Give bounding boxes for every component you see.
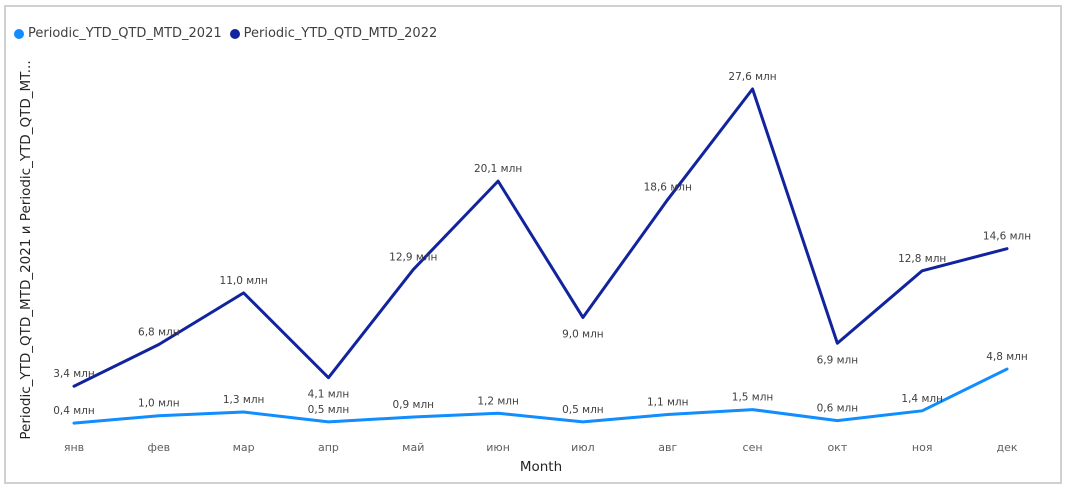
data-label: 1,5 млн: [732, 392, 774, 404]
data-label: 6,9 млн: [817, 354, 859, 366]
data-point[interactable]: [750, 407, 756, 413]
x-tick-label: ноя: [912, 441, 933, 454]
x-axis-title: Month: [520, 459, 562, 475]
x-tick-label: сен: [743, 441, 763, 454]
data-labels: 0,4 млн 1,0 млн 1,3 млн 0,5 млн 0,9 млн 1,2 м…: [53, 71, 1031, 417]
data-label: 11,0 млн: [220, 275, 268, 287]
legend-label-2021: Periodic_YTD_QTD_MTD_2021: [28, 26, 222, 41]
x-axis: янв фев мар апр май июн июл авг сен окт ноя дек: [64, 441, 1018, 454]
data-point[interactable]: [241, 290, 247, 296]
data-point[interactable]: [665, 197, 671, 203]
x-tick-label: окт: [827, 441, 847, 454]
data-label: 1,0 млн: [138, 398, 180, 410]
data-point[interactable]: [580, 314, 586, 320]
x-tick-label: июл: [571, 441, 594, 454]
data-label: 0,4 млн: [53, 405, 95, 417]
data-point[interactable]: [919, 408, 925, 414]
data-point[interactable]: [241, 409, 247, 415]
legend-label-2022: Periodic_YTD_QTD_MTD_2022: [243, 26, 438, 41]
data-label: 6,8 млн: [138, 326, 180, 338]
legend-item-2021[interactable]: Periodic_YTD_QTD_MTD_2021: [14, 26, 222, 41]
x-tick-label: мар: [233, 441, 255, 454]
data-point[interactable]: [71, 420, 77, 426]
data-point[interactable]: [410, 267, 416, 273]
x-tick-label: июн: [486, 441, 510, 454]
legend-marker-2021: [14, 28, 24, 39]
data-label: 4,8 млн: [986, 351, 1028, 363]
x-tick-label: дек: [996, 441, 1017, 454]
series-layer: [71, 86, 1010, 426]
data-label: 1,2 млн: [477, 395, 519, 407]
y-axis-title: Periodic_YTD_QTD_MTD_2021 и Periodic_YTD…: [18, 60, 34, 439]
data-label: 12,9 млн: [389, 252, 437, 264]
data-point[interactable]: [156, 341, 162, 347]
x-tick-label: апр: [318, 441, 339, 454]
data-point[interactable]: [919, 268, 925, 274]
data-point[interactable]: [1004, 366, 1010, 372]
data-label: 12,8 млн: [898, 253, 946, 265]
x-tick-label: авг: [658, 441, 677, 454]
legend-item-2022[interactable]: Periodic_YTD_QTD_MTD_2022: [229, 26, 438, 41]
x-tick-label: янв: [64, 441, 84, 454]
data-label: 0,5 млн: [308, 404, 350, 416]
data-point[interactable]: [156, 413, 162, 419]
legend: Periodic_YTD_QTD_MTD_2021 Periodic_YTD_Q…: [14, 26, 445, 41]
data-label: 4,1 млн: [308, 389, 350, 401]
series-line-2[interactable]: [72, 87, 1009, 388]
data-label: 9,0 млн: [562, 328, 604, 340]
x-tick-label: фев: [147, 441, 170, 454]
data-label: 0,9 млн: [392, 399, 434, 411]
data-label: 18,6 млн: [644, 182, 692, 194]
data-label: 3,4 млн: [53, 368, 95, 380]
data-label: 0,6 млн: [817, 403, 859, 415]
data-point[interactable]: [495, 410, 501, 416]
data-point[interactable]: [325, 419, 331, 425]
data-point[interactable]: [665, 411, 671, 417]
data-point[interactable]: [495, 178, 501, 184]
data-label: 27,6 млн: [728, 71, 776, 83]
data-point[interactable]: [580, 419, 586, 425]
series-line-1[interactable]: [72, 367, 1009, 425]
data-label: 0,5 млн: [562, 404, 604, 416]
data-label: 1,1 млн: [647, 396, 689, 408]
data-point[interactable]: [1004, 246, 1010, 252]
data-point[interactable]: [325, 375, 331, 381]
data-label: 1,3 млн: [223, 394, 265, 406]
data-point[interactable]: [750, 86, 756, 92]
data-label: 14,6 млн: [983, 231, 1031, 243]
chart-frame: [4, 5, 1062, 484]
data-label: 1,4 млн: [901, 393, 943, 405]
data-point[interactable]: [410, 414, 416, 420]
data-label: 20,1 млн: [474, 163, 522, 175]
data-point[interactable]: [71, 383, 77, 389]
x-tick-label: май: [402, 441, 424, 454]
data-point[interactable]: [834, 340, 840, 346]
legend-marker-2022: [229, 28, 240, 39]
data-point[interactable]: [834, 418, 840, 424]
